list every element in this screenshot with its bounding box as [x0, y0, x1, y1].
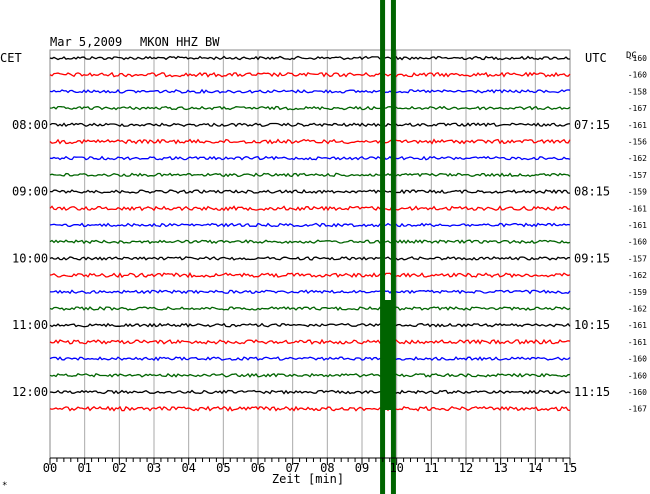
seismic-trace: [49, 356, 571, 362]
dc-offset-label: -161: [628, 121, 647, 130]
header-station: MKON HHZ BW: [140, 35, 220, 49]
x-tick-label: 05: [216, 461, 230, 475]
x-tick-label: 04: [181, 461, 195, 475]
event-waveform-core: [381, 300, 395, 410]
x-tick-label: 13: [493, 461, 507, 475]
dc-offset-label: -162: [628, 154, 647, 163]
x-tick-label: 08: [320, 461, 334, 475]
event-marker: [380, 0, 396, 494]
seismic-trace: [49, 405, 571, 412]
event-bar: [390, 0, 396, 494]
cet-time-label: 09:00: [12, 185, 48, 199]
seismic-trace: [49, 88, 571, 94]
dc-offset-label: -160: [628, 371, 647, 380]
dc-offset-label: -157: [628, 171, 647, 180]
dc-offset-label: -156: [628, 138, 647, 147]
seismic-trace: [49, 172, 571, 178]
dc-offset-label: -158: [628, 87, 647, 96]
seismic-trace: [49, 272, 571, 279]
x-tick-label: 11: [424, 461, 438, 475]
utc-time-label: 09:15: [574, 251, 610, 265]
seismic-trace: [49, 122, 571, 128]
x-tick-label: 09: [355, 461, 369, 475]
seismic-trace: [49, 105, 571, 111]
x-tick-label: 15: [563, 461, 577, 475]
cet-label: CET: [0, 51, 22, 65]
seismic-trace: [49, 205, 570, 212]
utc-time-label: 11:15: [574, 385, 610, 399]
dc-offset-label: -167: [628, 104, 647, 113]
utc-time-label: 07:15: [574, 118, 610, 132]
dc-offset-label: -167: [628, 405, 647, 414]
seismic-trace: [49, 189, 571, 195]
seismic-trace: [49, 222, 571, 228]
seismic-trace: [49, 55, 570, 61]
dc-offset-label: -160: [628, 238, 647, 247]
dc-offset-label: -157: [628, 254, 647, 263]
header-date: Mar 5,2009: [50, 35, 122, 49]
dc-offset-label: -160: [628, 71, 647, 80]
x-tick-label: 00: [43, 461, 57, 475]
dc-offset-label: -161: [628, 338, 647, 347]
corner-mark: *: [2, 481, 7, 491]
dc-offset-label: -159: [628, 288, 647, 297]
seismic-trace: [49, 239, 571, 245]
x-tick-label: 07: [285, 461, 299, 475]
seismic-trace: [49, 256, 571, 261]
x-tick-label: 10: [389, 461, 403, 475]
axis-labels: 00 01 02 03 04 05 06 07 08 09 10 11 12 13 14 15 -160 -160…: [12, 54, 647, 475]
dc-offset-label: -160: [628, 388, 647, 397]
seismic-trace: [49, 155, 571, 161]
x-axis-label: Zeit [min]: [272, 472, 344, 486]
dc-offset-label: -160: [628, 355, 647, 364]
x-tick-label: 14: [528, 461, 542, 475]
seismic-trace: [49, 138, 571, 145]
x-tick-label: 06: [251, 461, 265, 475]
seismic-trace: [49, 322, 571, 328]
seismic-trace: [49, 389, 571, 395]
dc-offset-label: -162: [628, 305, 647, 314]
dc-offset-label: -161: [628, 204, 647, 213]
x-tick-label: 12: [459, 461, 473, 475]
x-tick-label: 02: [112, 461, 126, 475]
x-tick-label: 01: [77, 461, 91, 475]
event-bar: [380, 0, 386, 494]
cet-time-label: 11:00: [12, 318, 48, 332]
seismic-trace: [49, 372, 571, 378]
cet-time-label: 12:00: [12, 385, 48, 399]
grid: [49, 49, 571, 459]
seismic-trace: [49, 71, 571, 78]
utc-time-label: 08:15: [574, 185, 610, 199]
seismic-traces: [49, 55, 571, 412]
seismic-trace: [49, 338, 571, 345]
dc-offset-label: -161: [628, 221, 647, 230]
x-tick-label: 03: [147, 461, 161, 475]
cet-time-label: 10:00: [12, 251, 48, 265]
seismic-trace: [49, 289, 571, 295]
utc-time-label: 10:15: [574, 318, 610, 332]
dc-offset-label: -159: [628, 188, 647, 197]
dc-offset-label: -162: [628, 271, 647, 280]
utc-label: UTC: [585, 51, 607, 65]
plot-frame: [49, 49, 571, 459]
dc-label: DC: [626, 51, 637, 61]
seismic-trace: [49, 306, 571, 311]
cet-time-label: 08:00: [12, 118, 48, 132]
dc-offset-label: -160: [628, 54, 647, 63]
dc-offset-label: -161: [628, 321, 647, 330]
